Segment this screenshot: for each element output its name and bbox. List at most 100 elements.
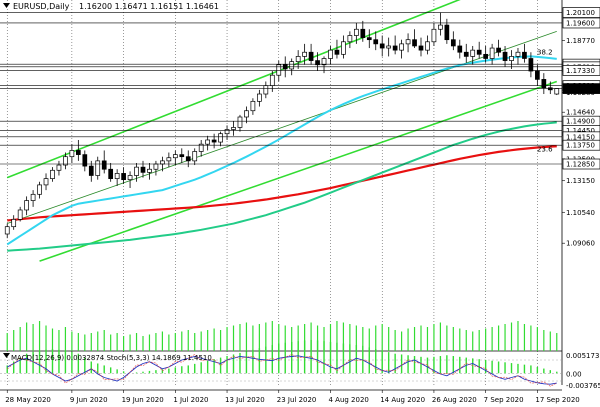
candle-body bbox=[528, 58, 534, 72]
candle bbox=[308, 43, 314, 65]
price-label-box bbox=[562, 17, 600, 29]
collapse-arrow-icon bbox=[3, 3, 10, 8]
candle-body bbox=[192, 151, 198, 162]
candle-body bbox=[366, 37, 372, 41]
candle-body bbox=[140, 166, 146, 173]
price-label: 1.16461 bbox=[566, 85, 595, 93]
osc-label-bottom: -0.003765 bbox=[566, 382, 600, 390]
candle bbox=[522, 43, 527, 63]
candle-body bbox=[231, 127, 236, 130]
candle-body bbox=[37, 184, 42, 195]
candle-body bbox=[250, 100, 256, 112]
candle bbox=[341, 35, 346, 59]
candle-body bbox=[308, 51, 314, 61]
candle-body bbox=[360, 28, 366, 38]
candle-body bbox=[315, 60, 320, 66]
candle bbox=[528, 52, 534, 78]
candle-body bbox=[198, 143, 204, 152]
candle-body bbox=[470, 49, 476, 57]
candle-body bbox=[379, 43, 385, 49]
candle-body bbox=[418, 45, 424, 51]
stoch-signal-line bbox=[7, 354, 557, 387]
candle-body bbox=[535, 70, 540, 80]
candle bbox=[509, 50, 514, 69]
candle bbox=[328, 45, 333, 65]
price-label: 1.14150 bbox=[566, 133, 595, 141]
candle bbox=[315, 52, 320, 72]
candle bbox=[63, 152, 68, 170]
candle-body bbox=[295, 56, 301, 62]
price-label-box bbox=[562, 65, 600, 76]
candle bbox=[134, 162, 139, 182]
candle-body bbox=[82, 154, 88, 167]
candle-body bbox=[43, 178, 49, 186]
candle bbox=[4, 223, 10, 239]
candle-body bbox=[69, 150, 75, 158]
candle-body bbox=[237, 116, 243, 128]
price-label: 1.09060 bbox=[566, 240, 595, 248]
candle bbox=[476, 41, 482, 59]
price-label-box bbox=[562, 83, 600, 94]
candle bbox=[386, 37, 392, 57]
candle bbox=[244, 106, 249, 124]
time-label: 4 Aug 2020 bbox=[328, 396, 368, 404]
candle bbox=[496, 39, 501, 57]
candle bbox=[11, 215, 17, 230]
candle-body bbox=[50, 169, 55, 179]
candle bbox=[379, 35, 385, 57]
candle bbox=[541, 73, 547, 95]
candle bbox=[399, 39, 404, 59]
osc-label-mid: 0.00 bbox=[566, 370, 582, 378]
candle-body bbox=[476, 49, 482, 55]
candle bbox=[172, 150, 178, 166]
candle bbox=[353, 22, 359, 44]
candle bbox=[457, 39, 463, 59]
price-label: 1.18770 bbox=[566, 37, 595, 45]
candle-body bbox=[269, 74, 275, 87]
candle-body bbox=[444, 24, 450, 41]
candle bbox=[489, 43, 495, 65]
candle-body bbox=[438, 24, 443, 30]
price-axis: 1.201001.196001.187701.176301.176101.173… bbox=[0, 7, 600, 248]
candle-body bbox=[4, 226, 10, 235]
candle-body bbox=[101, 160, 107, 170]
candle bbox=[198, 139, 204, 157]
candle-body bbox=[386, 45, 392, 49]
chart-ohlc: 1.16200 1.16471 1.16151 1.16461 bbox=[79, 2, 219, 11]
time-label: 14 Aug 2020 bbox=[380, 396, 425, 404]
candle-body bbox=[160, 160, 165, 165]
candle bbox=[405, 33, 411, 53]
candle-body bbox=[88, 165, 94, 176]
candle-body bbox=[450, 39, 456, 47]
candle-body bbox=[224, 129, 230, 135]
candle-body bbox=[218, 133, 223, 143]
candle-body bbox=[399, 43, 404, 51]
candle-body bbox=[108, 168, 114, 179]
candle-body bbox=[463, 51, 469, 57]
candle bbox=[257, 89, 262, 107]
candle bbox=[535, 64, 540, 86]
candle-body bbox=[257, 93, 262, 102]
candle bbox=[218, 131, 223, 147]
candle bbox=[431, 22, 437, 46]
candle bbox=[418, 37, 424, 57]
candle bbox=[347, 31, 353, 49]
candle bbox=[166, 152, 172, 168]
candle bbox=[69, 144, 75, 163]
candle-body bbox=[334, 49, 340, 55]
candle bbox=[205, 135, 211, 151]
time-label: 1 Jul 2020 bbox=[173, 396, 208, 404]
candle bbox=[334, 39, 340, 59]
candle-body bbox=[425, 41, 430, 51]
time-label: 23 Jul 2020 bbox=[277, 396, 317, 404]
candle bbox=[463, 43, 469, 63]
price-label: 1.14640 bbox=[566, 109, 595, 117]
candle bbox=[211, 133, 217, 149]
osc-label-top: 0.0051731 bbox=[566, 352, 600, 360]
candle-body bbox=[341, 41, 346, 55]
candle-body bbox=[347, 35, 353, 43]
candle bbox=[224, 125, 230, 140]
candle bbox=[392, 35, 398, 55]
candle-body bbox=[205, 139, 211, 145]
